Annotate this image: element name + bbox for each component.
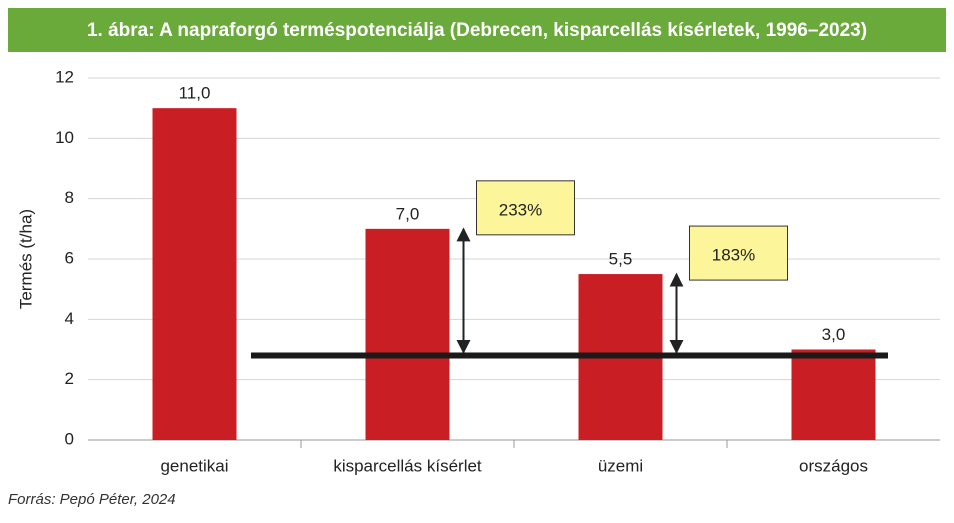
title-bar [8, 8, 946, 52]
annotation-box [476, 180, 575, 236]
x-tick-label: kisparcellás kísérlet [333, 456, 482, 475]
x-tick-label: országos [799, 456, 868, 475]
y-tick-label: 6 [65, 248, 74, 267]
x-tick-label: üzemi [598, 456, 643, 475]
annotation-box [689, 225, 788, 281]
chart-title: 1. ábra: A napraforgó terméspotenciálja … [87, 20, 867, 41]
y-tick-label: 12 [55, 67, 74, 86]
y-tick-label: 2 [65, 369, 74, 388]
value-label: 11,0 [179, 84, 211, 103]
source: Forrás: Pepó Péter, 2024 [8, 491, 176, 508]
bar [791, 349, 876, 440]
y-tick-label: 4 [65, 309, 74, 328]
value-label: 3,0 [822, 325, 846, 344]
annotation: 233% [499, 200, 542, 219]
y-tick-label: 8 [65, 188, 74, 207]
y-tick-label: 10 [55, 128, 74, 147]
x-tick-label: genetikai [160, 456, 228, 475]
value-label: 7,0 [396, 204, 420, 223]
value-label: 5,5 [609, 250, 633, 269]
bar [365, 228, 450, 440]
y-axis-label: Termés (t/ha) [16, 209, 35, 309]
bar [152, 108, 237, 441]
y-tick-label: 0 [65, 429, 74, 448]
annotation: 183% [712, 246, 755, 265]
